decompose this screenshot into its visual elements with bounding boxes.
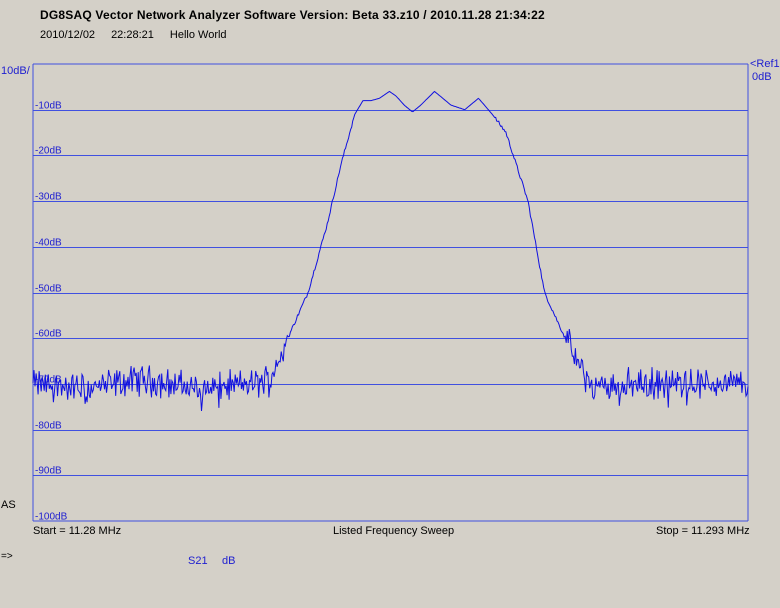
scale-label: 10dB/: [1, 65, 30, 77]
prompt-arrow: =>: [1, 551, 13, 562]
y-tick-label: -60dB: [35, 329, 62, 340]
y-tick-label: -80dB: [35, 421, 62, 432]
chart-grid: [32, 63, 749, 522]
message-label: Hello World: [169, 29, 227, 41]
start-frequency-label: Start = 11.28 MHz: [33, 525, 122, 537]
trace-s21-line: [32, 90, 749, 412]
y-tick-label: -30dB: [35, 192, 62, 203]
y-tick-label: -50dB: [35, 284, 62, 295]
y-tick-label: -10dB: [35, 101, 62, 112]
y-tick-label: -90dB: [35, 466, 62, 477]
y-tick-labels: -10dB-20dB-30dB-40dB-50dB-60dB-70dB-80dB…: [35, 101, 68, 523]
status-line: 2010/12/02 22:28:21 Hello World: [40, 29, 243, 41]
app-title: DG8SAQ Vector Network Analyzer Software …: [40, 8, 545, 22]
time-label: 22:28:21: [111, 29, 154, 41]
sweep-mode-label: Listed Frequency Sweep: [333, 525, 455, 537]
ref-marker-label: <Ref1: [750, 58, 780, 70]
trace-name-label[interactable]: S21: [188, 555, 208, 567]
side-label: AS: [1, 499, 16, 511]
trace-layer: [32, 90, 749, 412]
ref-value-label: 0dB: [752, 71, 772, 83]
stop-frequency-label: Stop = 11.293 MHz: [656, 525, 750, 537]
date-label: 2010/12/02: [40, 29, 96, 41]
y-tick-label: -100dB: [35, 512, 68, 523]
y-tick-label: -40dB: [35, 238, 62, 249]
y-tick-label: -20dB: [35, 146, 62, 157]
trace-unit-label[interactable]: dB: [222, 555, 236, 567]
